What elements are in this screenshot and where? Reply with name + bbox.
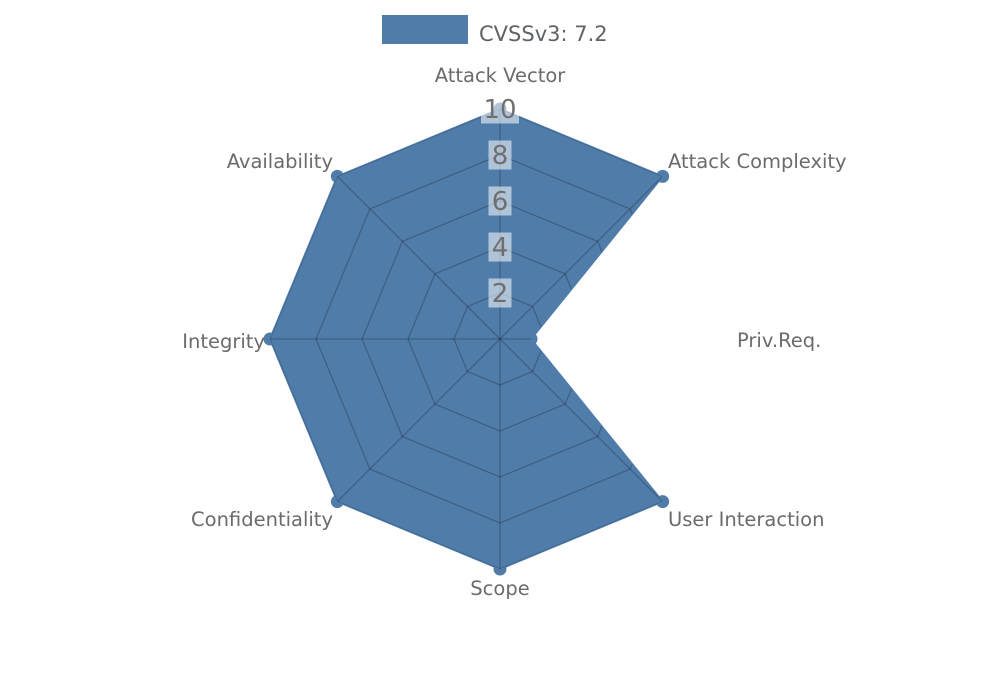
grid-spoke [336, 338, 501, 503]
grid-spoke [499, 338, 663, 503]
axis-labels: Attack Vector Attack Complexity Priv.Req. U… [182, 64, 846, 600]
grid-spoke [336, 175, 501, 340]
axis-label-priv-req: Priv.Req. [737, 329, 821, 352]
tick-label: 4 [492, 233, 509, 263]
tick-label: 2 [492, 279, 509, 309]
vertex-marker [330, 495, 344, 509]
vertex-marker [524, 332, 538, 346]
legend: CVSSv3: 7.2 [382, 15, 608, 46]
axis-label-confidentiality: Confidentiality [191, 508, 333, 531]
axis-label-availability: Availability [227, 150, 333, 173]
tick-label: 6 [492, 187, 509, 217]
vertex-marker [330, 169, 344, 183]
radial-tick-labels: 2 4 6 8 10 [481, 94, 519, 309]
grid-spoke [499, 175, 663, 340]
grid-ring [453, 292, 547, 386]
legend-label: CVSSv3: 7.2 [479, 22, 608, 46]
tick-label: 10 [483, 95, 516, 125]
axis-label-attack-vector: Attack Vector [435, 64, 567, 87]
tick-label-box [488, 278, 512, 308]
axis-label-attack-complexity: Attack Complexity [668, 150, 847, 173]
radar-grid [270, 109, 663, 569]
tick-label-box [488, 140, 512, 170]
tick-label-box [488, 186, 512, 216]
vertex-marker [493, 562, 507, 576]
vertex-marker [656, 495, 670, 509]
vertex-marker [656, 169, 670, 183]
legend-swatch [382, 15, 468, 44]
tick-label: 8 [492, 141, 509, 171]
tick-label-box [488, 232, 512, 262]
tick-label-box [481, 94, 519, 124]
vertex-markers [263, 102, 670, 576]
vertex-marker [263, 332, 277, 346]
axis-label-integrity: Integrity [182, 330, 265, 353]
axis-label-user-interaction: User Interaction [668, 508, 824, 531]
axis-label-scope: Scope [470, 577, 529, 600]
